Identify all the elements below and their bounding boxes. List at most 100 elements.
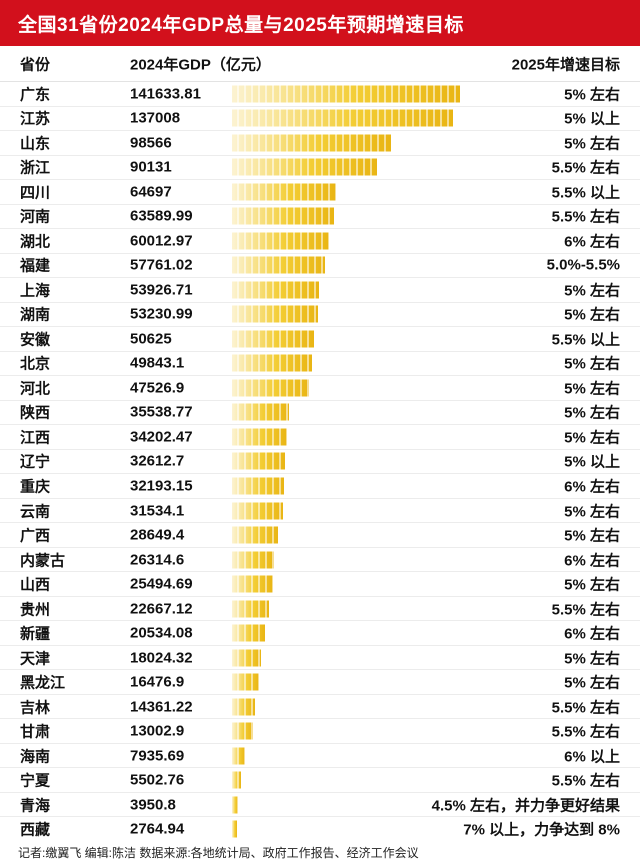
- table-row: 浙江 90131 5.5% 左右: [0, 156, 640, 181]
- gdp-bar: [232, 575, 273, 593]
- province-label: 重庆: [20, 478, 51, 496]
- growth-target-label: 5.5% 左右: [551, 159, 620, 177]
- province-label: 天津: [20, 650, 51, 668]
- gdp-bar: [232, 232, 329, 250]
- column-header-row: 省份 2024年GDP（亿元） 2025年增速目标: [0, 46, 640, 82]
- growth-target-label: 6% 以上: [564, 748, 620, 766]
- gdp-bar: [232, 379, 309, 397]
- province-label: 北京: [20, 355, 51, 373]
- gdp-bar: [232, 85, 460, 103]
- province-label: 甘肃: [20, 723, 51, 741]
- gdp-bar: [232, 428, 288, 446]
- gdp-bar: [232, 256, 325, 274]
- col-header-target: 2025年增速目标: [511, 56, 620, 73]
- growth-target-label: 5% 左右: [564, 380, 620, 398]
- growth-target-label: 5% 左右: [564, 404, 620, 422]
- gdp-bar: [232, 403, 290, 421]
- gdp-bar: [232, 330, 314, 348]
- table-row: 青海 3950.8 4.5% 左右，并力争更好结果: [0, 793, 640, 818]
- growth-target-label: 5.5% 以上: [551, 331, 620, 349]
- gdp-value: 50625: [130, 330, 172, 348]
- province-label: 湖北: [20, 233, 51, 251]
- growth-target-label: 5% 左右: [564, 429, 620, 447]
- gdp-value: 90131: [130, 158, 172, 176]
- province-label: 江西: [20, 429, 51, 447]
- growth-target-label: 6% 左右: [564, 552, 620, 570]
- gdp-value: 3950.8: [130, 796, 176, 814]
- table-row: 山西 25494.69 5% 左右: [0, 572, 640, 597]
- province-label: 青海: [20, 797, 51, 815]
- gdp-value: 26314.6: [130, 551, 185, 569]
- table-row: 山东 98566 5% 左右: [0, 131, 640, 156]
- growth-target-label: 5% 左右: [564, 576, 620, 594]
- table-row: 陕西 35538.77 5% 左右: [0, 401, 640, 426]
- gdp-bar: [232, 183, 337, 201]
- gdp-value: 22667.12: [130, 600, 193, 618]
- gdp-value: 34202.47: [130, 428, 193, 446]
- table-row: 内蒙古 26314.6 6% 左右: [0, 548, 640, 573]
- table-row: 海南 7935.69 6% 以上: [0, 744, 640, 769]
- province-label: 西藏: [20, 821, 51, 839]
- province-label: 广东: [20, 86, 51, 104]
- province-label: 新疆: [20, 625, 51, 643]
- gdp-bar: [232, 354, 313, 372]
- gdp-value: 49843.1: [130, 354, 185, 372]
- title-bar: 全国31省份2024年GDP总量与2025年预期增速目标: [0, 0, 640, 46]
- gdp-bar: [232, 722, 253, 740]
- gdp-value: 53926.71: [130, 281, 193, 299]
- gdp-bar: [232, 134, 391, 152]
- growth-target-label: 5.5% 以上: [551, 184, 620, 202]
- table-row: 宁夏 5502.76 5.5% 左右: [0, 768, 640, 793]
- province-label: 安徽: [20, 331, 51, 349]
- growth-target-label: 5% 左右: [564, 306, 620, 324]
- table-row: 西藏 2764.94 7% 以上，力争达到 8%: [0, 817, 640, 841]
- gdp-value: 2764.94: [130, 820, 185, 838]
- gdp-bar: [232, 158, 378, 176]
- growth-target-label: 6% 左右: [564, 233, 620, 251]
- growth-target-label: 6% 左右: [564, 478, 620, 496]
- gdp-value: 32612.7: [130, 452, 185, 470]
- table-row: 广西 28649.4 5% 左右: [0, 523, 640, 548]
- gdp-value: 28649.4: [130, 526, 185, 544]
- table-row: 广东 141633.81 5% 左右: [0, 82, 640, 107]
- gdp-bar: [232, 796, 239, 814]
- province-label: 内蒙古: [20, 552, 66, 570]
- gdp-value: 25494.69: [130, 575, 193, 593]
- growth-target-label: 7% 以上，力争达到 8%: [463, 821, 620, 839]
- table-row: 河北 47526.9 5% 左右: [0, 376, 640, 401]
- gdp-value: 137008: [130, 109, 181, 127]
- gdp-value: 16476.9: [130, 673, 185, 691]
- table-row: 江苏 137008 5% 以上: [0, 107, 640, 132]
- gdp-bar: [232, 281, 319, 299]
- province-label: 四川: [20, 184, 51, 202]
- gdp-value: 31534.1: [130, 502, 185, 520]
- province-label: 吉林: [20, 699, 51, 717]
- gdp-value: 47526.9: [130, 379, 185, 397]
- growth-target-label: 4.5% 左右，并力争更好结果: [431, 797, 620, 815]
- growth-target-label: 6% 左右: [564, 625, 620, 643]
- gdp-bar: [232, 698, 256, 716]
- table-row: 安徽 50625 5.5% 以上: [0, 327, 640, 352]
- gdp-bar: [232, 771, 241, 789]
- gdp-bar: [232, 624, 266, 642]
- growth-target-label: 5% 左右: [564, 527, 620, 545]
- growth-target-label: 5.5% 左右: [551, 601, 620, 619]
- growth-target-label: 5% 左右: [564, 86, 620, 104]
- gdp-value: 64697: [130, 183, 172, 201]
- gdp-bar: [232, 109, 453, 127]
- growth-target-label: 5.0%-5.5%: [546, 256, 620, 274]
- province-label: 湖南: [20, 306, 51, 324]
- gdp-value: 63589.99: [130, 207, 193, 225]
- province-label: 上海: [20, 282, 51, 300]
- table-row: 贵州 22667.12 5.5% 左右: [0, 597, 640, 622]
- gdp-bar: [232, 551, 275, 569]
- province-label: 宁夏: [20, 772, 51, 790]
- growth-target-label: 5.5% 左右: [551, 772, 620, 790]
- gdp-value: 57761.02: [130, 256, 193, 274]
- growth-target-label: 5% 以上: [564, 110, 620, 128]
- province-label: 江苏: [20, 110, 51, 128]
- table-row: 吉林 14361.22 5.5% 左右: [0, 695, 640, 720]
- province-label: 黑龙江: [20, 674, 66, 692]
- table-row: 北京 49843.1 5% 左右: [0, 352, 640, 377]
- gdp-bar: [232, 673, 259, 691]
